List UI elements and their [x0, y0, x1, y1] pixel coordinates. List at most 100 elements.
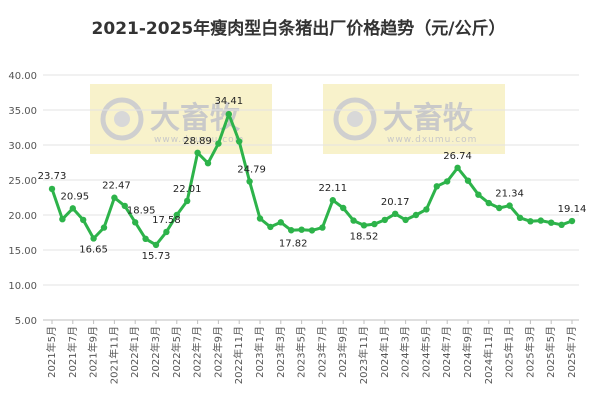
x-tick-label: 2022年9月: [211, 326, 224, 378]
data-point: [277, 219, 284, 226]
data-label: 18.52: [350, 231, 379, 242]
y-tick-label: 5.00: [15, 316, 37, 327]
watermark-icon: [333, 97, 377, 141]
data-point: [506, 202, 513, 209]
data-point: [548, 219, 555, 226]
data-point: [267, 223, 274, 231]
data-point: [90, 235, 97, 242]
x-tick-label: 2022年5月: [170, 326, 183, 378]
data-point: [288, 227, 295, 234]
x-tick-label: 2022年11月: [232, 326, 245, 384]
x-tick-label: 2023年11月: [357, 326, 370, 384]
data-label: 23.73: [38, 171, 67, 182]
data-point: [121, 202, 128, 210]
x-tick-label: 2021年5月: [45, 326, 58, 378]
data-point: [215, 140, 222, 147]
data-label: 34.41: [214, 96, 243, 107]
x-tick-label: 2021年7月: [66, 326, 79, 378]
data-label: 17.82: [279, 238, 308, 249]
data-point: [496, 204, 503, 212]
x-tick-label: 2024年9月: [461, 326, 474, 378]
x-tick-label: 2023年1月: [253, 326, 266, 378]
y-tick-label: 35.00: [8, 106, 37, 117]
y-tick-label: 10.00: [8, 281, 37, 292]
data-point: [475, 191, 482, 198]
data-point: [173, 211, 180, 219]
y-tick-label: 30.00: [8, 141, 37, 152]
data-point: [246, 178, 253, 185]
data-point: [433, 183, 440, 190]
data-point: [225, 110, 232, 118]
data-point: [537, 217, 544, 224]
data-point: [111, 194, 118, 201]
data-point: [80, 216, 87, 224]
data-point: [194, 149, 201, 156]
data-label: 21.34: [495, 189, 524, 200]
watermark-icon: [100, 97, 144, 141]
data-point: [132, 219, 139, 226]
y-tick-label: 40.00: [8, 71, 37, 82]
data-point: [412, 211, 420, 219]
data-point: [371, 220, 378, 228]
watermark-text: 大畜牧: [383, 101, 474, 136]
chart-title: 2021-2025年瘦肉型白条猪出厂价格趋势（元/公斤）: [91, 19, 506, 39]
data-point: [558, 221, 565, 228]
watermark-url: www.dxumu.com: [154, 135, 244, 145]
data-point: [381, 216, 388, 224]
x-tick-label: 2023年5月: [295, 326, 308, 378]
data-point: [360, 222, 368, 229]
x-tick-label: 2024年3月: [399, 326, 412, 378]
data-label: 16.65: [79, 244, 108, 255]
data-point: [423, 206, 430, 213]
x-tick-label: 2025年7月: [565, 326, 578, 378]
data-point: [464, 177, 472, 184]
y-tick-label: 25.00: [8, 176, 37, 187]
data-point: [568, 217, 576, 225]
data-point: [527, 218, 534, 225]
data-point: [516, 214, 524, 221]
x-tick-label: 2022年1月: [128, 326, 141, 378]
data-point: [485, 199, 492, 207]
x-tick-label: 2024年11月: [482, 326, 495, 384]
x-tick-label: 2021年9月: [87, 326, 100, 378]
data-point: [444, 178, 451, 185]
x-tick-label: 2021年11月: [107, 326, 120, 384]
y-tick-label: 15.00: [8, 246, 37, 257]
x-tick-label: 2023年7月: [315, 326, 328, 378]
watermark-icon-center: [114, 111, 130, 127]
data-label: 22.01: [173, 184, 202, 195]
data-point: [392, 210, 399, 218]
data-label: 18.95: [127, 205, 156, 216]
data-point: [340, 204, 347, 212]
watermark-icon-center: [347, 111, 363, 127]
data-label: 20.17: [381, 197, 410, 208]
data-label: 22.11: [318, 183, 347, 194]
y-tick-label: 20.00: [8, 211, 37, 222]
x-tick-label: 2024年1月: [378, 326, 391, 378]
data-label: 26.74: [443, 151, 472, 162]
data-point: [204, 160, 212, 167]
x-tick-label: 2025年1月: [503, 326, 516, 378]
data-point: [298, 226, 305, 233]
data-point: [236, 138, 243, 145]
data-point: [100, 224, 108, 231]
data-point: [59, 216, 66, 223]
data-label: 15.73: [142, 251, 171, 262]
data-point: [69, 205, 77, 212]
data-label: 17.58: [152, 215, 181, 226]
data-point: [319, 224, 326, 231]
x-tick-label: 2022年7月: [191, 326, 204, 378]
data-label: 28.89: [183, 136, 212, 147]
data-point: [308, 227, 316, 234]
x-tick-label: 2024年5月: [419, 326, 432, 378]
x-tick-label: 2025年5月: [544, 326, 557, 378]
data-label: 24.79: [237, 164, 266, 175]
data-point: [402, 216, 409, 224]
watermark-url: www.dxumu.com: [387, 135, 477, 145]
x-tick-label: 2024年7月: [440, 326, 453, 378]
data-point: [163, 228, 170, 236]
data-point: [350, 217, 357, 224]
data-label: 19.14: [558, 204, 587, 215]
